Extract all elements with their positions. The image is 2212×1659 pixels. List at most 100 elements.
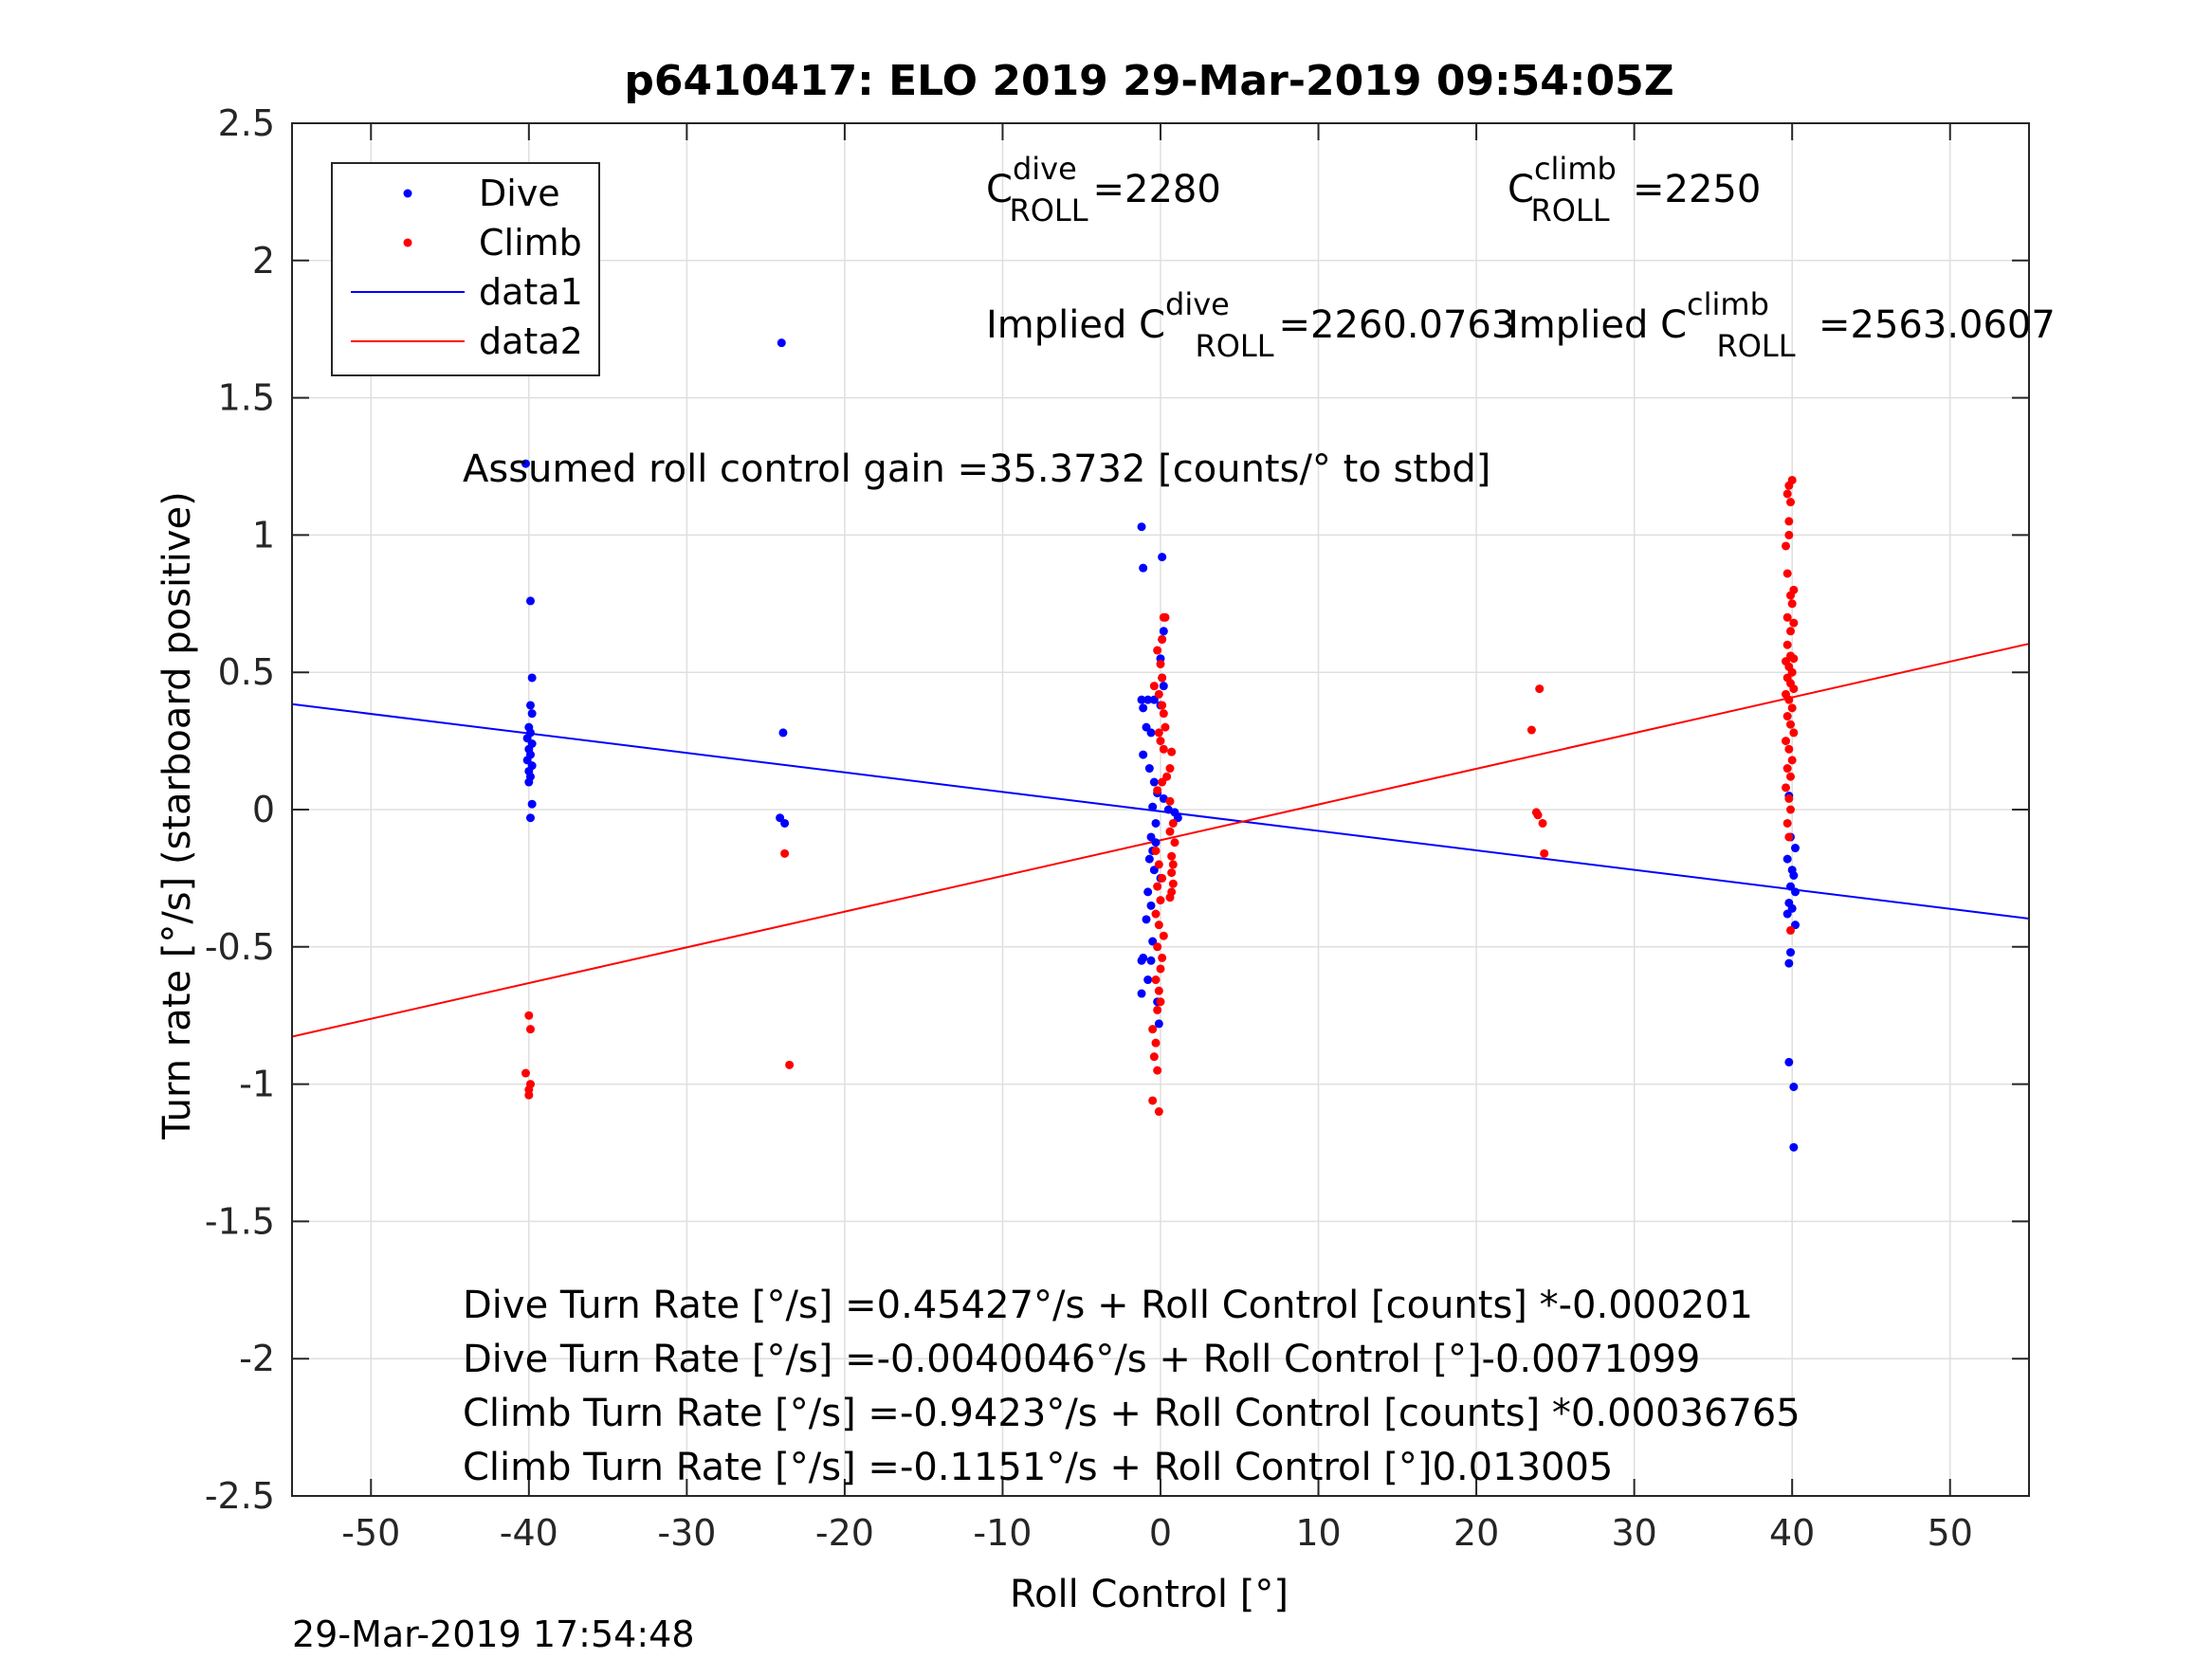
dive-point: [1789, 871, 1799, 881]
chart-title: p6410417: ELO 2019 29-Mar-2019 09:54:05Z: [624, 57, 1673, 105]
climb-point: [1156, 737, 1165, 746]
dive-point: [1784, 1057, 1794, 1066]
climb-point: [780, 848, 790, 858]
dive-point: [524, 777, 534, 787]
legend-label-data2: data2: [479, 320, 583, 362]
climb-point: [1154, 921, 1163, 930]
annotation-eq4: Climb Turn Rate [°/s] =-0.1151°/s + Roll…: [463, 1446, 1613, 1489]
climb-point: [1154, 986, 1163, 995]
dive-point: [1782, 854, 1792, 864]
annotation-implied-dive: Implied Cdive: [986, 286, 1230, 347]
climb-point: [1784, 695, 1794, 704]
annotation-gain: Assumed roll control gain =35.3732 [coun…: [463, 447, 1490, 491]
annotation-implied-dive-value: =2260.0763: [1279, 303, 1516, 347]
dive-point: [1137, 989, 1146, 998]
climb-point: [1156, 660, 1165, 669]
climb-point: [1151, 909, 1161, 919]
dive-point: [525, 701, 535, 710]
dive-point: [1159, 682, 1168, 691]
climb-point: [785, 1060, 795, 1069]
x-tick-label: 10: [1295, 1512, 1341, 1554]
climb-point: [1789, 728, 1799, 738]
climb-point: [1786, 498, 1796, 507]
climb-point: [1789, 684, 1799, 694]
climb-point: [1156, 997, 1165, 1007]
y-tick-label: -1: [239, 1064, 275, 1105]
climb-point: [1153, 942, 1162, 952]
x-tick-label: 40: [1769, 1512, 1815, 1554]
annotation-implied-climb-value: =2563.0607: [1819, 303, 2056, 347]
dive-point: [1789, 1142, 1799, 1152]
climb-point: [1159, 709, 1168, 719]
fit-line-data1: [291, 702, 2030, 920]
legend-label-dive: Dive: [479, 173, 560, 214]
climb-point: [1149, 682, 1159, 691]
dive-point: [1151, 818, 1161, 828]
annotation-c-dive: Cdive: [986, 151, 1077, 211]
climb-point: [1158, 701, 1167, 710]
dive-point: [527, 673, 537, 683]
climb-point: [1161, 612, 1170, 622]
y-tick-label: 1: [252, 514, 275, 556]
climb-point: [1786, 591, 1796, 600]
x-tick-label: -10: [973, 1512, 1032, 1554]
climb-point: [1784, 744, 1794, 754]
climb-point: [1165, 827, 1175, 836]
climb-point: [1784, 517, 1794, 526]
climb-point: [1156, 964, 1165, 974]
dive-point: [1154, 1019, 1163, 1029]
climb-point: [1787, 703, 1797, 713]
climb-point: [1158, 953, 1167, 962]
x-tick-label: 50: [1928, 1512, 1973, 1554]
x-tick-label: 30: [1611, 1512, 1656, 1554]
climb-point: [1151, 1038, 1161, 1048]
dive-point: [1139, 703, 1148, 713]
x-tick-label: -40: [500, 1512, 558, 1554]
dive-point: [525, 813, 535, 823]
climb-point: [1784, 530, 1794, 539]
y-axis-label: Turn rate [°/s] (starboard positive): [155, 491, 199, 1140]
climb-point: [1789, 654, 1799, 664]
dive-point: [527, 799, 537, 809]
climb-point: [1170, 838, 1179, 848]
dive-point: [1146, 728, 1156, 738]
annotation-c-climb-value: =2250: [1633, 168, 1761, 211]
climb-point: [1789, 618, 1799, 628]
climb-point: [1158, 673, 1167, 683]
climb-point: [1167, 747, 1177, 757]
dive-point: [777, 338, 786, 348]
climb-point: [1782, 737, 1791, 746]
dive-point: [1137, 695, 1146, 704]
climb-point: [1149, 1052, 1159, 1062]
annotation-c-climb: Cclimb: [1508, 151, 1617, 211]
y-tick-label: 0.5: [218, 651, 275, 693]
x-tick-label: 20: [1453, 1512, 1499, 1554]
climb-point: [1782, 612, 1792, 622]
axes-frame: [291, 122, 2030, 1497]
climb-point: [1158, 873, 1167, 883]
climb-point: [1168, 818, 1178, 828]
climb-point: [1538, 818, 1547, 828]
x-axis-label: Roll Control [°]: [1010, 1573, 1289, 1616]
climb-point: [1156, 896, 1165, 905]
climb-point: [1153, 1005, 1162, 1014]
climb-point: [1787, 756, 1797, 765]
climb-point: [1158, 777, 1167, 787]
dive-point: [1144, 764, 1154, 774]
y-tick-label: -0.5: [205, 926, 275, 968]
climb-point: [1782, 489, 1792, 499]
footer-timestamp: 29-Mar-2019 17:54:48: [292, 1613, 695, 1655]
dive-point: [1159, 627, 1168, 636]
dive-point: [1137, 956, 1146, 965]
climb-point: [1153, 882, 1162, 891]
dive-point: [1789, 1082, 1799, 1091]
fit-line-data2: [291, 643, 2030, 1038]
dive-point: [1791, 887, 1801, 897]
climb-point: [1159, 931, 1168, 940]
dive-point: [1146, 956, 1156, 965]
climb-point: [1540, 848, 1549, 858]
climb-point: [1154, 1107, 1163, 1117]
dive-point: [1139, 750, 1148, 759]
climb-point: [1786, 720, 1796, 729]
y-tick-label: 1.5: [218, 377, 275, 419]
